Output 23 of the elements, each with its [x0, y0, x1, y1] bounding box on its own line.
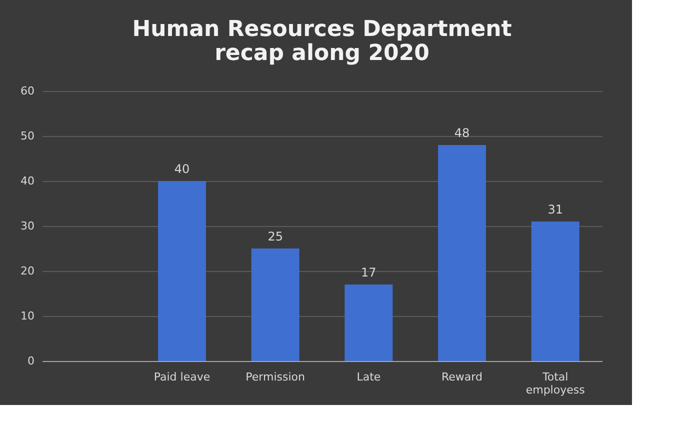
data-label: 40: [174, 162, 190, 176]
data-label: 48: [454, 126, 470, 140]
bar: [344, 284, 393, 361]
y-tick-label: 40: [20, 174, 34, 188]
y-tick-label: 50: [20, 130, 34, 142]
y-tick-label: 10: [20, 310, 34, 322]
data-label: 17: [361, 266, 376, 280]
x-tick-label: Paid leave: [154, 370, 210, 384]
x-tick-label: Total employess: [526, 370, 586, 396]
bar: [158, 181, 206, 361]
y-tick-label: 30: [20, 220, 34, 232]
bar: [251, 248, 300, 361]
y-tick-label: 60: [20, 84, 34, 98]
bar: [531, 222, 580, 361]
x-tick-label: Permission: [246, 370, 306, 384]
y-tick-label: 20: [20, 264, 34, 278]
bar: [438, 145, 486, 361]
x-tick-label: Late: [356, 370, 381, 384]
x-tick-label: Reward: [442, 370, 482, 384]
chart-title: Human Resources Department recap along 2020: [132, 17, 512, 66]
y-tick-label: 0: [28, 354, 34, 368]
data-label: 31: [548, 202, 563, 216]
data-label: 25: [268, 230, 283, 244]
